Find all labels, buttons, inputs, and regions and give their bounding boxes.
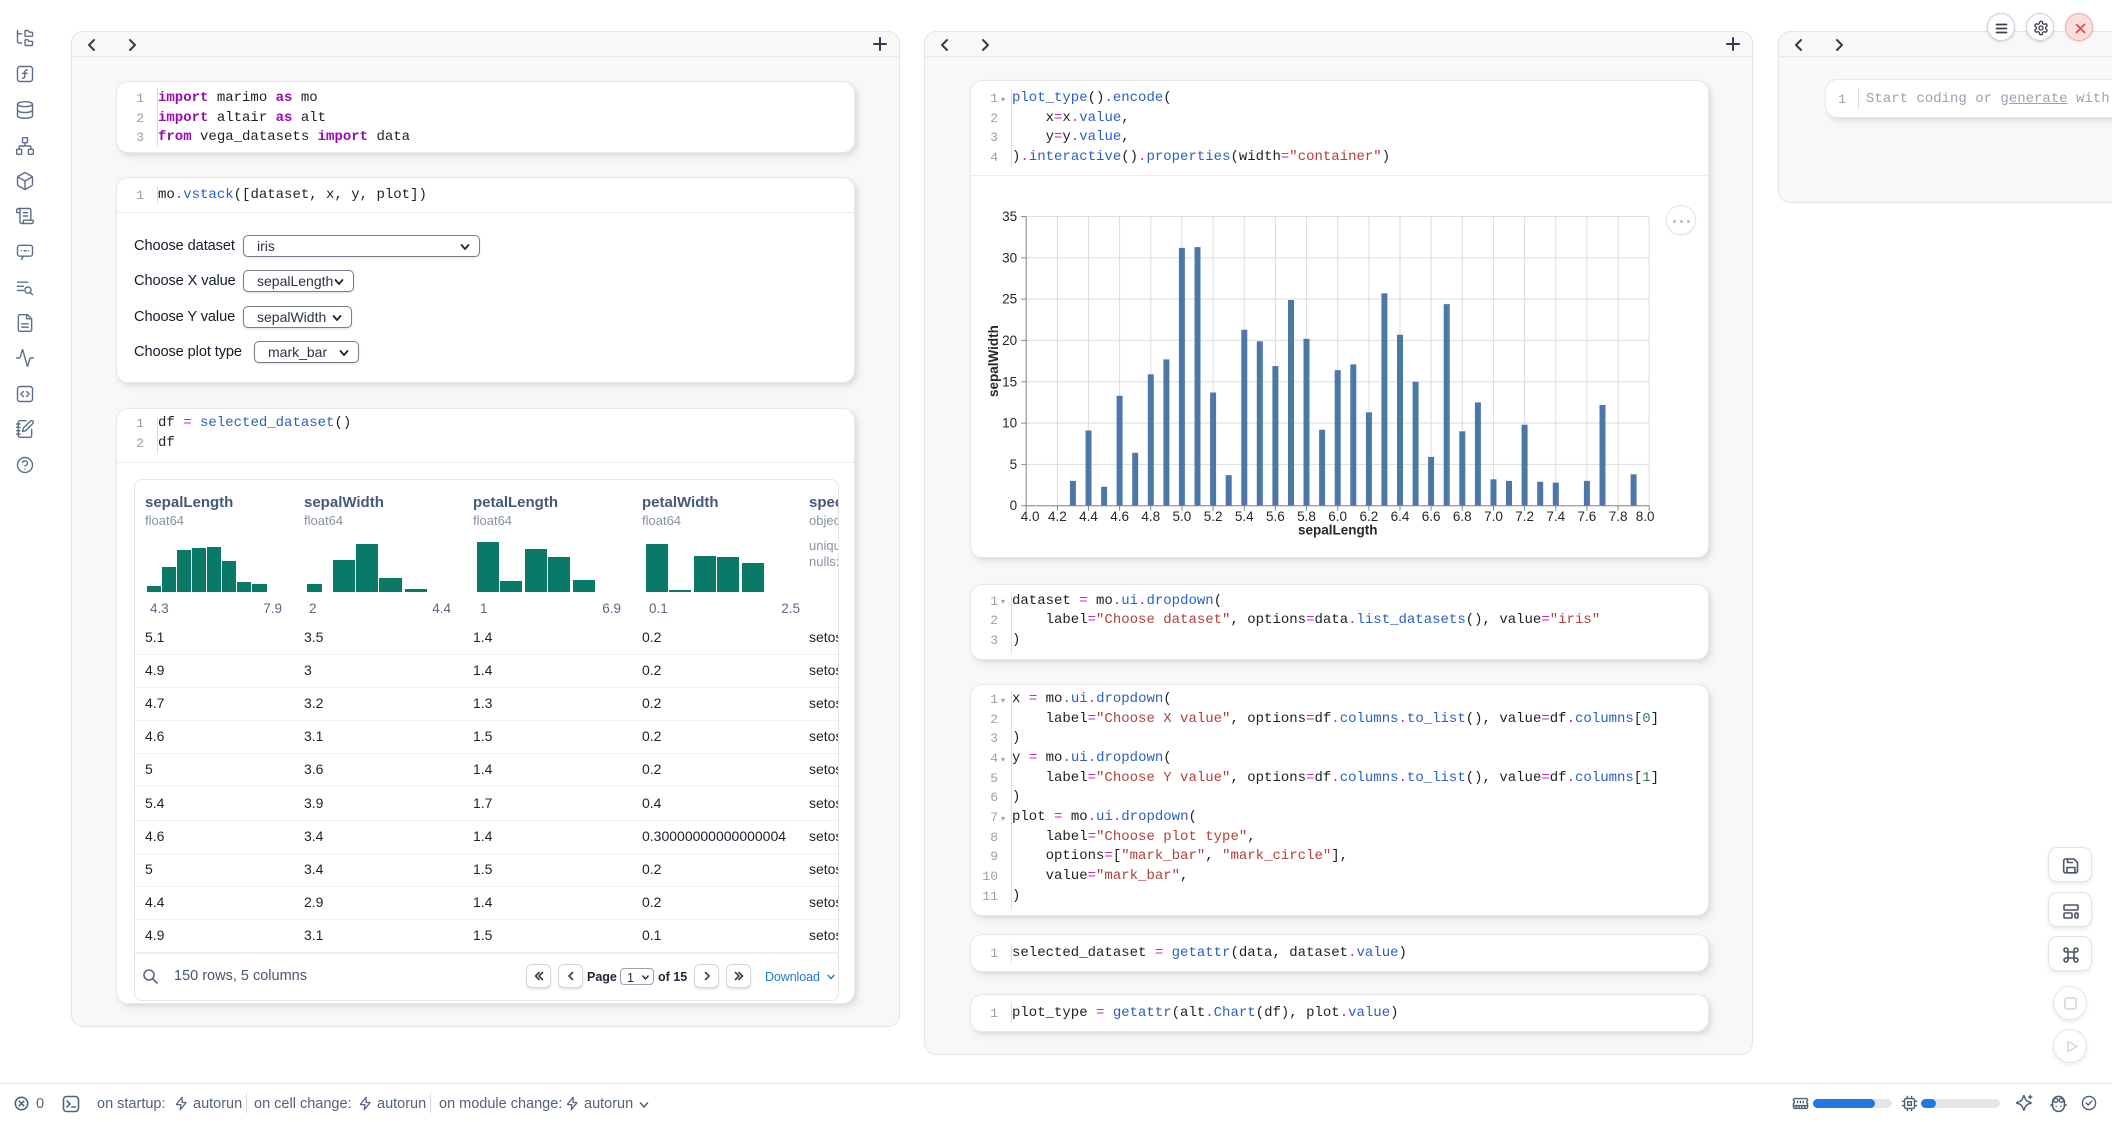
svg-text:5.4: 5.4 <box>1235 509 1254 524</box>
svg-text:6.0: 6.0 <box>1328 509 1347 524</box>
svg-text:25: 25 <box>1002 292 1017 307</box>
svg-text:6.2: 6.2 <box>1360 509 1379 524</box>
svg-text:30: 30 <box>1002 250 1017 265</box>
svg-text:6.4: 6.4 <box>1391 509 1410 524</box>
svg-text:7.4: 7.4 <box>1546 509 1565 524</box>
svg-text:6.6: 6.6 <box>1422 509 1441 524</box>
svg-text:4.6: 4.6 <box>1110 509 1129 524</box>
svg-text:0: 0 <box>1010 498 1018 513</box>
svg-text:4.0: 4.0 <box>1021 509 1040 524</box>
svg-text:4.8: 4.8 <box>1141 509 1160 524</box>
svg-text:7.8: 7.8 <box>1609 509 1628 524</box>
svg-text:5.8: 5.8 <box>1297 509 1316 524</box>
svg-text:5.2: 5.2 <box>1204 509 1223 524</box>
svg-text:sepalLength: sepalLength <box>1298 523 1378 538</box>
svg-text:7.2: 7.2 <box>1515 509 1534 524</box>
svg-text:35: 35 <box>1002 209 1017 224</box>
svg-text:5: 5 <box>1010 457 1018 472</box>
svg-text:sepalWidth: sepalWidth <box>986 325 1001 397</box>
svg-text:10: 10 <box>1002 416 1017 431</box>
svg-text:5.6: 5.6 <box>1266 509 1285 524</box>
svg-text:15: 15 <box>1002 374 1017 389</box>
svg-text:7.6: 7.6 <box>1578 509 1597 524</box>
svg-text:20: 20 <box>1002 333 1017 348</box>
svg-text:4.4: 4.4 <box>1079 509 1098 524</box>
svg-text:8.0: 8.0 <box>1636 509 1655 524</box>
svg-text:4.2: 4.2 <box>1048 509 1067 524</box>
svg-text:5.0: 5.0 <box>1173 509 1192 524</box>
svg-text:6.8: 6.8 <box>1453 509 1472 524</box>
svg-text:7.0: 7.0 <box>1484 509 1503 524</box>
